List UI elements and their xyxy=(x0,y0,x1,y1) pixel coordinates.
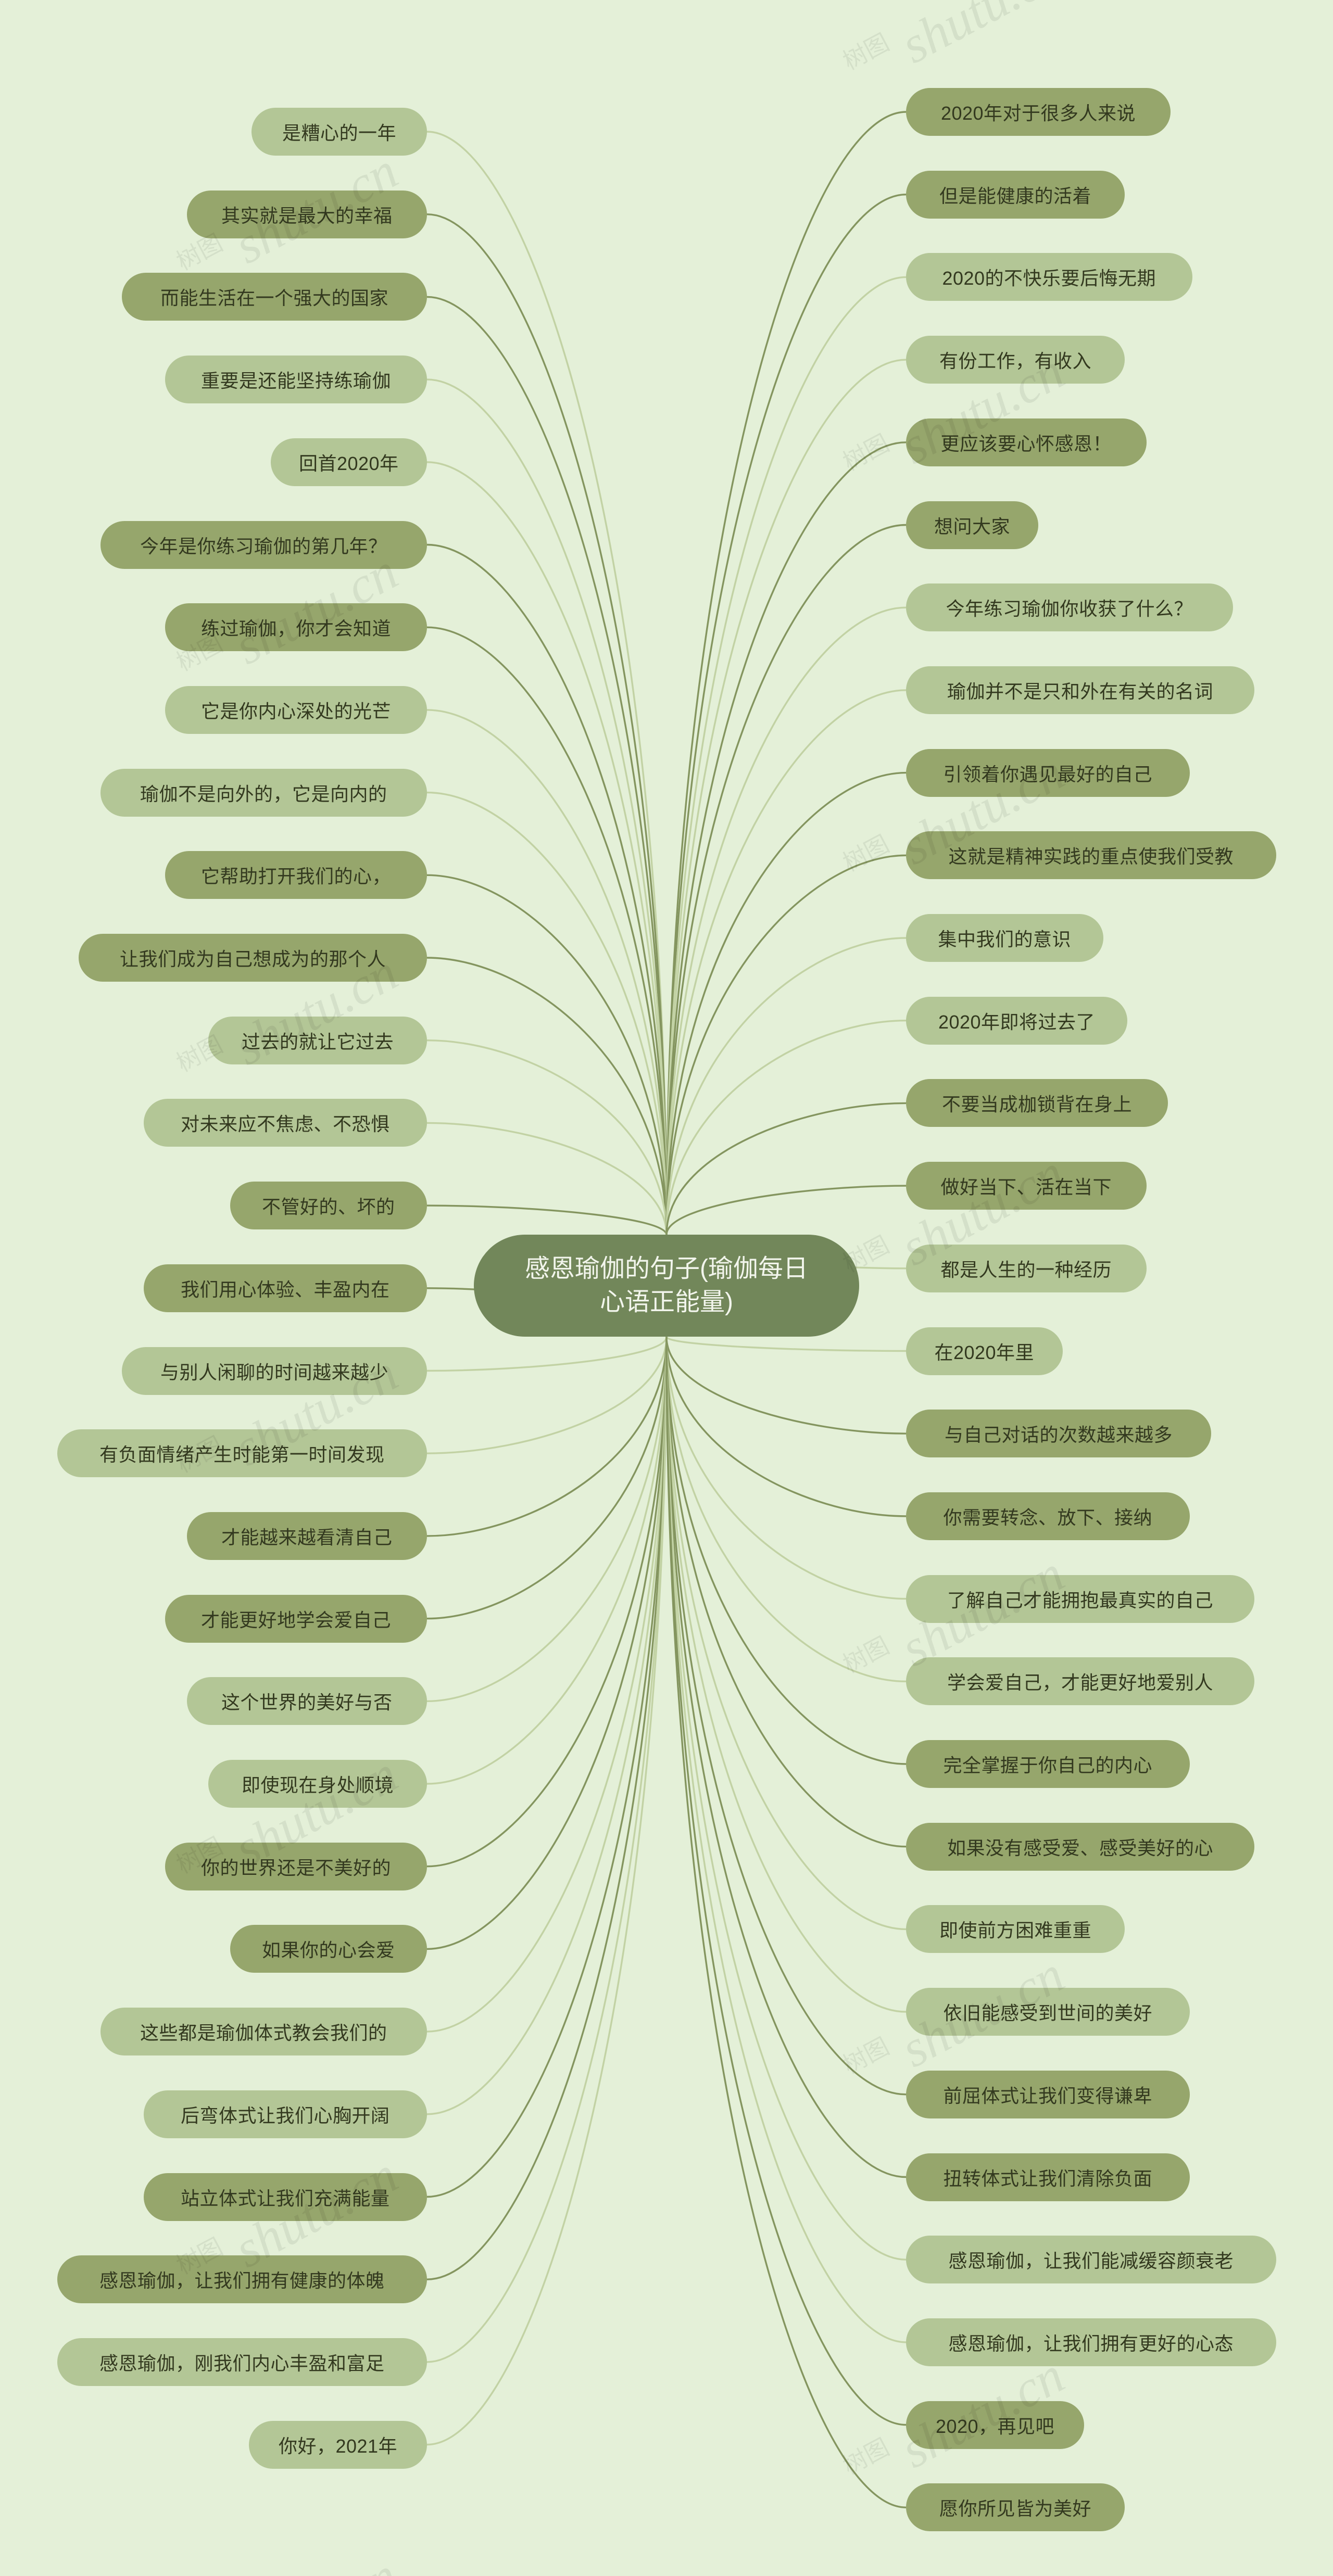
svg-text:树图: 树图 xyxy=(172,2234,227,2279)
svg-text:shutu.cn: shutu.cn xyxy=(891,1144,1073,1277)
svg-text:shutu.cn: shutu.cn xyxy=(225,943,407,1076)
svg-text:树图: 树图 xyxy=(172,630,227,676)
svg-text:shutu.cn: shutu.cn xyxy=(225,2546,407,2576)
svg-text:shutu.cn: shutu.cn xyxy=(891,743,1073,876)
svg-text:shutu.cn: shutu.cn xyxy=(891,1945,1073,2078)
svg-text:树图: 树图 xyxy=(172,1833,227,1879)
svg-text:shutu.cn: shutu.cn xyxy=(225,142,407,275)
svg-text:树图: 树图 xyxy=(839,430,894,476)
svg-text:树图: 树图 xyxy=(839,1632,894,1678)
svg-text:shutu.cn: shutu.cn xyxy=(225,2146,407,2279)
svg-text:树图: 树图 xyxy=(839,1232,894,1277)
svg-text:shutu.cn: shutu.cn xyxy=(891,0,1073,74)
svg-text:树图: 树图 xyxy=(839,831,894,877)
svg-text:树图: 树图 xyxy=(839,2033,894,2079)
svg-text:shutu.cn: shutu.cn xyxy=(891,1544,1073,1678)
svg-text:shutu.cn: shutu.cn xyxy=(225,1745,407,1878)
svg-text:树图: 树图 xyxy=(172,1432,227,1478)
svg-text:树图: 树图 xyxy=(839,29,894,75)
svg-text:shutu.cn: shutu.cn xyxy=(891,342,1073,475)
svg-text:树图: 树图 xyxy=(172,1031,227,1077)
svg-text:shutu.cn: shutu.cn xyxy=(225,1344,407,1477)
svg-text:shutu.cn: shutu.cn xyxy=(891,2346,1073,2479)
svg-text:shutu.cn: shutu.cn xyxy=(225,542,407,676)
svg-text:树图: 树图 xyxy=(839,2434,894,2480)
svg-text:树图: 树图 xyxy=(172,230,227,275)
